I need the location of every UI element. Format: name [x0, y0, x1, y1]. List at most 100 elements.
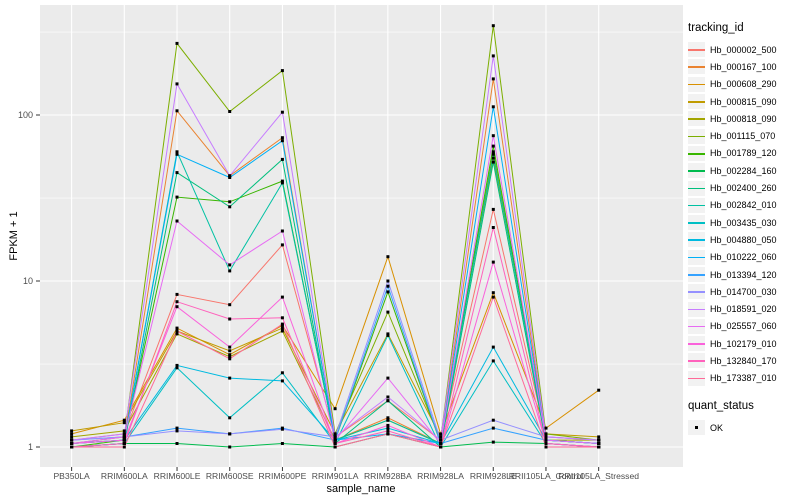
legend-item-Hb_002400_260: Hb_002400_260 [688, 179, 800, 196]
legend-line-swatch [688, 284, 705, 300]
data-point [70, 445, 74, 449]
data-point [175, 429, 179, 433]
legend-item-label: Hb_001115_070 [710, 131, 776, 142]
data-point [228, 432, 232, 436]
data-point [386, 429, 390, 433]
data-point [280, 371, 284, 375]
legend-item-label: Hb_000608_290 [710, 79, 777, 90]
data-point [386, 376, 390, 380]
legend-line-swatch [688, 145, 705, 161]
x-tick-label: RRIM600PE [259, 471, 307, 481]
data-point [175, 426, 179, 430]
legend-title-tracking-id: tracking_id [688, 22, 744, 34]
legend-item-label: Hb_018591_020 [710, 304, 777, 315]
legend-line-swatch [688, 336, 705, 352]
data-point [70, 438, 74, 442]
data-point [70, 429, 74, 433]
x-tick-label: RRII105LA_Stressed [558, 471, 639, 481]
data-point [122, 429, 126, 433]
x-tick-label: PB350LA [53, 471, 90, 481]
legend-line-swatch [688, 318, 705, 334]
data-point [439, 435, 443, 439]
data-point [280, 136, 284, 140]
legend-line-swatch [688, 59, 705, 75]
data-point [544, 445, 548, 449]
legend-line-swatch [688, 370, 705, 386]
data-point [122, 418, 126, 422]
legend-line-swatch [688, 111, 705, 127]
y-axis-title: FPKM + 1 [8, 211, 20, 261]
data-point [175, 171, 179, 175]
data-point [228, 376, 232, 380]
data-point [491, 150, 495, 154]
data-point [386, 279, 390, 283]
data-point [280, 229, 284, 233]
data-point [228, 200, 232, 204]
data-point [228, 353, 232, 357]
data-point [491, 226, 495, 229]
legend-item-Hb_000818_090: Hb_000818_090 [688, 110, 800, 127]
x-tick-label: RRIM928BA [364, 471, 412, 481]
data-point [597, 435, 601, 439]
data-point [280, 157, 284, 161]
legend-item-label: Hb_013394_120 [710, 269, 777, 280]
legend-item-Hb_173387_010: Hb_173387_010 [688, 370, 800, 387]
data-point [544, 438, 548, 442]
data-point [175, 305, 179, 309]
data-point [228, 263, 232, 267]
legend-item-label: Hb_173387_010 [710, 373, 777, 384]
data-point [386, 426, 390, 430]
data-point [228, 349, 232, 353]
data-point [333, 445, 337, 449]
data-point [280, 69, 284, 73]
legend-item-label: Hb_014700_030 [710, 286, 777, 297]
legend-line-swatch [688, 301, 705, 317]
data-point [228, 445, 232, 449]
data-point [280, 243, 284, 247]
legend-line-swatch [688, 232, 705, 248]
legend-item-label: Hb_000167_100 [710, 61, 777, 72]
data-point [280, 326, 284, 330]
plot-panel [40, 5, 683, 467]
data-point [491, 359, 495, 363]
data-point [386, 432, 390, 436]
legend-item-Hb_025557_060: Hb_025557_060 [688, 318, 800, 335]
x-tick-label: RRIM600LA [101, 471, 148, 481]
legend-item-label: Hb_002842_010 [710, 200, 777, 211]
y-tick-label: 10 [23, 276, 33, 286]
data-point [175, 442, 179, 445]
data-point [70, 435, 74, 439]
legend-item-quant-OK: OK [688, 419, 800, 436]
data-point [597, 438, 601, 442]
legend-line-swatch [688, 353, 705, 369]
data-point [386, 416, 390, 420]
data-point [280, 329, 284, 333]
data-point [333, 435, 337, 439]
data-point [491, 152, 495, 156]
data-point [280, 139, 284, 143]
black-square-point-icon [688, 420, 705, 436]
data-point [333, 407, 337, 411]
x-tick-label: RRIM928LA [417, 471, 464, 481]
data-point [386, 423, 390, 427]
data-point [491, 77, 495, 81]
legend-line-swatch [688, 42, 705, 58]
legend-item-Hb_004880_050: Hb_004880_050 [688, 231, 800, 248]
data-point [280, 295, 284, 299]
legend-item-label: Hb_102179_010 [710, 338, 777, 349]
legend-title-quant-status: quant_status [688, 399, 754, 412]
data-point [491, 440, 495, 444]
data-point [175, 363, 179, 367]
data-point [491, 156, 495, 160]
data-point [544, 432, 548, 436]
data-point [439, 445, 443, 449]
data-point [386, 310, 390, 314]
data-point [228, 174, 232, 178]
data-point [280, 322, 284, 326]
legend-item-label: Hb_003435_030 [710, 217, 777, 228]
legend-line-swatch [688, 94, 705, 110]
data-point [228, 345, 232, 349]
data-point [175, 366, 179, 370]
data-point [439, 438, 443, 442]
